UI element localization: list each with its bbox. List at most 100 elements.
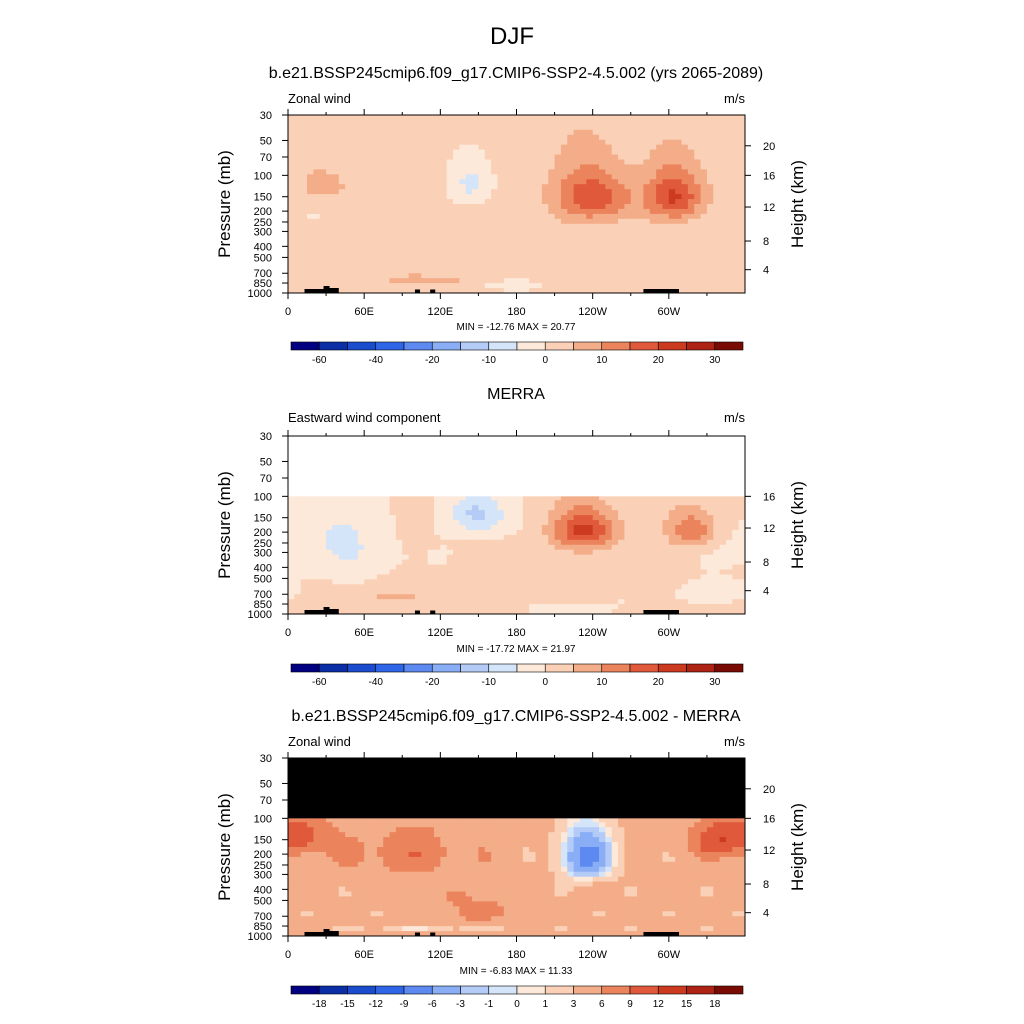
data-cell: [579, 525, 587, 531]
data-cell: [567, 124, 575, 131]
data-cell: [548, 154, 556, 161]
data-cell: [357, 119, 365, 126]
data-cell: [630, 223, 638, 230]
data-cell: [725, 204, 733, 210]
data-cell: [700, 579, 708, 585]
data-cell: [586, 278, 594, 284]
data-cell: [408, 569, 416, 576]
data-cell: [554, 268, 562, 274]
data-cell: [440, 119, 448, 126]
data-cell: [421, 204, 429, 210]
data-cell: [713, 213, 721, 220]
data-cell: [548, 199, 556, 205]
data-cell: [510, 238, 518, 245]
data-cell: [656, 119, 664, 126]
data-cell: [554, 243, 562, 250]
data-cell: [579, 233, 587, 240]
data-cell: [725, 119, 733, 126]
data-cell: [294, 134, 302, 141]
data-cell: [579, 189, 587, 195]
data-cell: [440, 164, 448, 170]
data-cell: [668, 204, 676, 210]
data-cell: [624, 534, 632, 541]
data-cell: [630, 204, 638, 210]
data-cell: [491, 199, 499, 205]
data-cell: [414, 119, 422, 126]
data-cell: [599, 248, 606, 255]
data-cell: [687, 263, 695, 269]
data-cell: [338, 208, 346, 215]
data-cell: [522, 500, 530, 506]
data-cell: [440, 534, 448, 541]
data-cell: [643, 263, 651, 269]
data-cell: [497, 144, 505, 151]
data-cell: [516, 228, 524, 235]
data-cell: [548, 129, 556, 136]
data-cell: [713, 159, 721, 166]
data-cell: [440, 569, 448, 576]
data-cell: [624, 243, 632, 250]
data-cell: [440, 243, 448, 250]
data-cell: [510, 564, 518, 571]
data-cell: [414, 500, 422, 506]
data-cell: [618, 218, 626, 225]
data-cell: [579, 554, 587, 561]
data-cell: [472, 500, 480, 506]
data-cell: [605, 288, 613, 293]
data-cell: [605, 174, 613, 180]
data-cell: [579, 179, 587, 185]
data-cell: [421, 589, 429, 595]
data-cell: [478, 510, 486, 516]
data-cell: [402, 549, 410, 556]
data-cell: [681, 199, 689, 205]
data-cell: [586, 268, 594, 274]
data-cell: [522, 199, 530, 205]
data-cell: [573, 273, 581, 279]
data-cell: [351, 544, 359, 551]
data-cell: [364, 589, 372, 595]
data-cell: [440, 505, 448, 511]
data-cell: [694, 164, 702, 170]
data-cell: [700, 505, 708, 511]
data-cell: [395, 584, 403, 590]
data-cell: [427, 529, 435, 536]
data-cell: [706, 554, 714, 561]
data-cell: [440, 213, 448, 220]
topography: [304, 289, 327, 293]
data-cell: [326, 579, 334, 585]
data-cell: [554, 159, 562, 166]
data-cell: [307, 213, 314, 220]
data-cell: [307, 164, 314, 170]
data-cell: [503, 500, 511, 506]
data-cell: [643, 554, 651, 561]
data-cell: [522, 564, 530, 571]
data-cell: [713, 228, 721, 235]
data-cell: [364, 238, 372, 245]
data-cell: [491, 129, 499, 136]
data-cell: [484, 139, 492, 146]
data-cell: [459, 559, 467, 566]
data-cell: [300, 529, 308, 536]
data-cell: [326, 500, 334, 506]
data-cell: [402, 169, 410, 175]
data-cell: [370, 179, 378, 185]
data-cell: [529, 534, 537, 541]
data-cell: [586, 179, 594, 185]
data-cell: [637, 539, 645, 546]
data-cell: [725, 564, 733, 571]
data-cell: [326, 253, 334, 259]
data-cell: [649, 579, 657, 585]
data-cell: [478, 243, 486, 250]
data-cell: [725, 510, 733, 516]
data-cell: [440, 574, 448, 580]
data-cell: [662, 529, 670, 536]
data-cell: [319, 243, 327, 250]
data-cell: [579, 134, 587, 141]
data-cell: [567, 119, 575, 126]
data-cell: [332, 263, 340, 269]
data-cell: [675, 268, 683, 274]
data-cell: [402, 154, 410, 161]
data-cell: [579, 579, 587, 585]
data-cell: [618, 164, 626, 170]
data-cell: [503, 144, 511, 151]
